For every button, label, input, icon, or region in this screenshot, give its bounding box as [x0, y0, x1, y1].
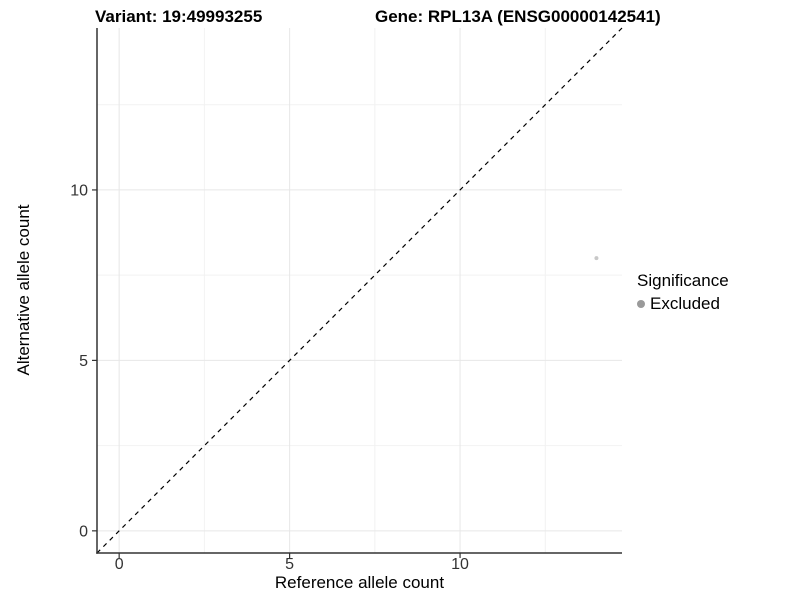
plot-panel: 0 5 10 0 5 10 [70, 27, 623, 573]
legend: Significance Excluded [637, 271, 729, 314]
y-tick-label: 10 [70, 182, 88, 199]
legend-item-excluded: Excluded [637, 294, 729, 314]
x-tick-label: 10 [451, 556, 469, 573]
legend-title: Significance [637, 271, 729, 290]
x-tick-label: 0 [115, 556, 124, 573]
y-tick-label: 5 [79, 353, 88, 370]
y-axis-title: Alternative allele count [14, 204, 33, 376]
scatter-plot-canvas: 0 5 10 0 5 10 [70, 27, 623, 573]
legend-item-label: Excluded [650, 294, 720, 313]
gene-title: Gene: RPL13A (ENSG00000142541) [375, 7, 661, 26]
identity-dashed-line [96, 27, 623, 554]
legend-key-dot-icon [637, 300, 645, 308]
variant-title: Variant: 19:49993255 [95, 7, 263, 26]
data-point [594, 256, 599, 261]
y-tick-label: 0 [79, 523, 88, 540]
x-tick-label: 5 [285, 556, 294, 573]
x-axis-title: Reference allele count [274, 573, 445, 592]
